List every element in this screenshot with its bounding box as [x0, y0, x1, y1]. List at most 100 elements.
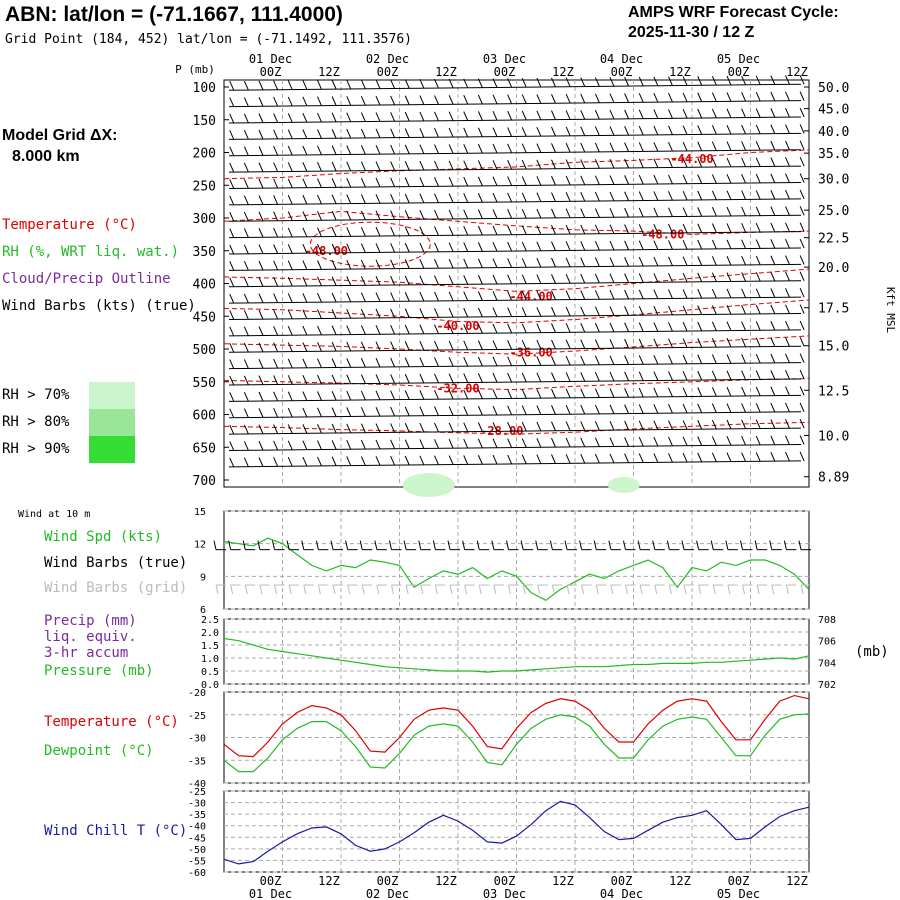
- time-label-top: 12Z: [669, 65, 691, 79]
- wind-barb: [419, 291, 425, 302]
- wind-barb: [243, 129, 249, 140]
- wind-barb: [741, 403, 747, 413]
- wind-barb: [273, 146, 279, 156]
- wind-barb: [448, 324, 454, 334]
- wind-barb: [770, 304, 776, 315]
- wind-barb: [594, 159, 600, 169]
- wind-barb: [404, 455, 410, 466]
- wind-barb: [638, 404, 644, 414]
- pressure-tick-label: 600: [193, 409, 216, 424]
- wind-barb: [463, 340, 469, 350]
- wind-barb-true-flag: [593, 540, 597, 550]
- wind-barb: [404, 357, 410, 367]
- pressure-tick-label: 350: [193, 245, 216, 260]
- wind-barb: [726, 288, 732, 299]
- wind-barb: [360, 390, 366, 401]
- wind-barb: [317, 161, 322, 172]
- wind-barb: [273, 391, 279, 402]
- wind-barb: [492, 258, 498, 268]
- wind-barb: [317, 96, 322, 106]
- wind-barb: [682, 289, 688, 299]
- wind-barb-grid-flag: [595, 584, 599, 595]
- wind-barb: [594, 273, 600, 284]
- wind-barb: [507, 438, 513, 448]
- legend-liq-equiv: liq. equiv.: [44, 629, 137, 645]
- wind-barb: [404, 292, 410, 302]
- wind-barb: [799, 140, 805, 151]
- wind-barb: [287, 145, 293, 156]
- wind-barb: [463, 389, 469, 400]
- wind-barb: [785, 451, 790, 462]
- wind-barb: [331, 407, 337, 417]
- wind-barb: [287, 358, 293, 369]
- time-label-bottom: 12Z: [552, 874, 574, 888]
- wind-barb: [360, 325, 366, 335]
- time-label-top: 12Z: [786, 65, 808, 79]
- wind-barb: [419, 259, 425, 269]
- wind-barb: [477, 242, 483, 252]
- wind-barb: [507, 110, 513, 121]
- wind-barb: [624, 306, 630, 316]
- wind-barb: [521, 389, 527, 399]
- wind-barb: [492, 209, 498, 219]
- wind-barb: [565, 306, 571, 317]
- wind-barb: [404, 439, 410, 449]
- wind-barb-grid-flag: [215, 584, 219, 595]
- wind-barb: [697, 92, 703, 102]
- wind-barb: [331, 260, 337, 270]
- wind-barb-true-flag: [579, 540, 583, 550]
- legend-pressure: Pressure (mb): [44, 663, 154, 679]
- wind-barb: [302, 293, 308, 303]
- wind-barb: [477, 78, 483, 88]
- wind-barb: [375, 292, 381, 302]
- wind-barb-true-flag: [359, 540, 363, 550]
- day-label-top: 01 Dec: [249, 52, 292, 66]
- wind-barb: [551, 405, 556, 415]
- height-tick-label: 15.0: [818, 340, 849, 355]
- wind-barb: [390, 308, 396, 318]
- wind-barb: [273, 129, 279, 140]
- panel-frame-chill: [223, 790, 810, 873]
- wind-barb: [317, 80, 322, 90]
- wind-barb: [741, 435, 747, 446]
- wind-barb-true-flag: [564, 540, 568, 550]
- wind-barb: [448, 340, 454, 351]
- wind-barb: [551, 388, 556, 399]
- precip-tick: 1.5: [201, 641, 219, 652]
- wind-barb-staff-row: [228, 165, 802, 173]
- wind-barb: [536, 438, 542, 448]
- wind-barb-true-flag: [462, 540, 466, 550]
- wind-barb: [741, 321, 747, 331]
- dewpoint-line: [223, 713, 810, 773]
- wind-barb: [317, 292, 322, 303]
- wind-barb: [258, 146, 264, 156]
- wind-barb: [243, 310, 249, 320]
- wind-barb: [287, 276, 293, 287]
- wind-barb: [331, 276, 337, 286]
- wind-barb: [463, 422, 469, 432]
- wind-barb: [243, 408, 249, 418]
- wind-barb: [463, 127, 469, 138]
- wind-barb: [755, 141, 761, 151]
- wind-barb-true-flag: [447, 540, 451, 550]
- wind-barb: [419, 275, 425, 285]
- wind-barb-grid-flag: [259, 584, 263, 595]
- wind-barb: [258, 244, 264, 254]
- wind-barb: [741, 304, 747, 315]
- wind-barb: [390, 292, 396, 302]
- wind-barb-grid-flag: [742, 584, 745, 595]
- wind-barb: [331, 112, 337, 123]
- wind-barb: [521, 405, 527, 415]
- wind-barb: [477, 160, 483, 170]
- wind-barb-staff-row: [228, 182, 802, 190]
- wind-barb: [609, 224, 615, 234]
- wind-barb: [682, 420, 688, 430]
- wind-barb: [741, 272, 747, 282]
- wind-barb: [390, 128, 396, 138]
- wind-barb: [755, 370, 761, 380]
- wind-barb: [331, 161, 337, 172]
- wind-barb: [785, 288, 790, 298]
- wind-barb: [434, 389, 439, 400]
- wind-barb: [770, 190, 776, 200]
- wind-barb: [536, 274, 542, 284]
